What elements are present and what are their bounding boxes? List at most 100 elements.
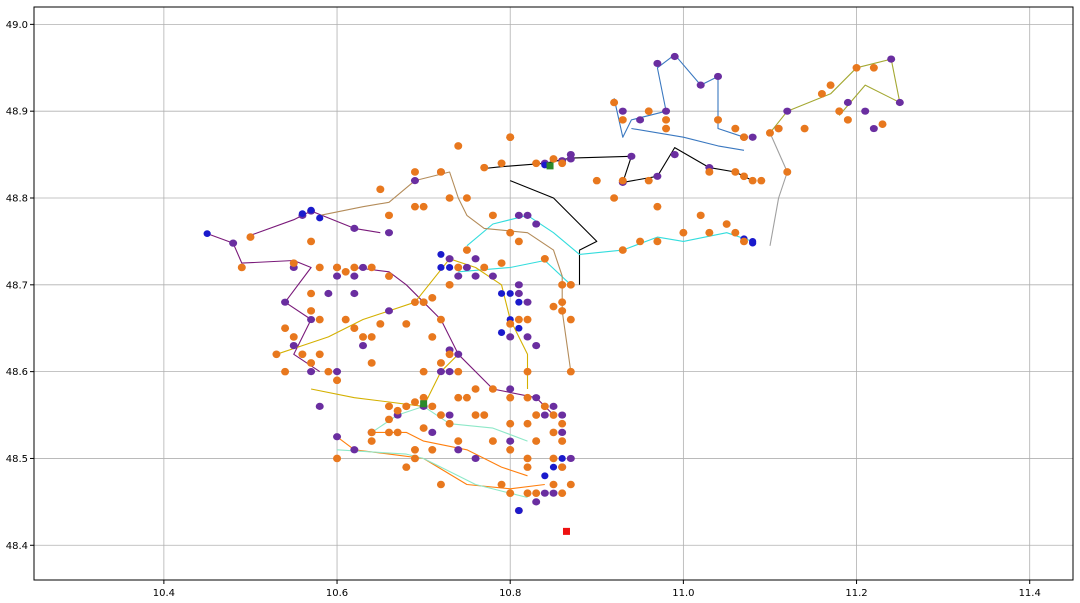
data-point-blue [515, 324, 523, 332]
data-point-orange [428, 333, 437, 341]
data-point-purple [229, 239, 238, 247]
data-point-orange [393, 428, 402, 437]
data-point-purple [445, 255, 454, 263]
data-point-orange [618, 246, 627, 254]
data-point-blue [203, 230, 211, 237]
data-point-blue [749, 238, 757, 245]
data-point-purple [636, 116, 645, 124]
data-point-orange [488, 437, 497, 445]
data-point-orange [307, 307, 316, 315]
data-point-orange [454, 263, 463, 272]
green-square-marker [546, 162, 554, 170]
data-point-orange [722, 220, 731, 228]
data-point-purple [558, 411, 567, 419]
green-square-marker [420, 400, 428, 408]
data-point-purple [445, 368, 454, 376]
data-point-orange [610, 194, 619, 202]
data-point-orange [592, 176, 601, 185]
data-point-orange [566, 480, 575, 489]
data-point-orange [532, 411, 541, 419]
data-point-orange [410, 202, 419, 211]
data-point-purple [471, 454, 480, 463]
data-point-orange [558, 489, 567, 497]
data-point-orange [376, 185, 385, 194]
data-point-orange [497, 480, 506, 489]
data-point-blue [506, 290, 514, 297]
data-point-orange [367, 333, 376, 341]
data-point-orange [445, 194, 454, 202]
data-point-blue [549, 463, 558, 471]
route-line [769, 58, 901, 134]
data-point-orange [367, 428, 376, 437]
data-point-orange [549, 454, 558, 463]
data-point-orange [765, 129, 774, 137]
route-line [631, 127, 745, 151]
route-line [207, 233, 321, 373]
route-line [484, 147, 753, 183]
data-point-purple [506, 437, 515, 445]
data-point-purple [532, 498, 541, 506]
x-tick-label: 11.0 [672, 588, 694, 599]
data-point-purple [523, 211, 532, 219]
data-point-orange [523, 315, 532, 324]
data-point-orange [384, 415, 393, 424]
data-point-orange [419, 298, 428, 306]
data-point-orange [454, 393, 463, 402]
y-tick-label: 48.7 [6, 280, 28, 291]
data-point-orange [428, 402, 437, 411]
route-line [250, 210, 381, 236]
data-point-orange [281, 367, 290, 376]
x-axis-ticks: 10.4 10.6 10.8 11.0 11.2 11.4 [153, 580, 1041, 599]
data-point-blue [437, 251, 445, 258]
data-point-purple [748, 133, 757, 141]
data-point-purple [384, 229, 393, 237]
data-point-orange [333, 263, 342, 272]
data-point-orange [436, 480, 445, 489]
data-point-purple [436, 368, 445, 376]
plot-frame [33, 6, 1074, 581]
data-point-orange [419, 393, 428, 402]
data-point-purple [523, 298, 532, 306]
data-point-orange [636, 237, 645, 246]
data-point-purple [861, 107, 870, 115]
data-point-purple [696, 81, 705, 89]
data-point-orange [488, 211, 497, 220]
data-point-orange [359, 333, 368, 341]
data-point-purple [670, 52, 679, 61]
data-point-orange [566, 315, 575, 324]
data-point-orange [506, 320, 515, 328]
data-point-orange [454, 437, 463, 445]
data-point-orange [523, 454, 532, 463]
data-point-orange [506, 419, 515, 428]
data-point-purple [532, 220, 541, 228]
data-point-blue [446, 264, 454, 271]
data-point-purple [350, 224, 359, 232]
data-point-orange [757, 176, 766, 185]
data-point-purple [454, 272, 463, 280]
data-point-orange [281, 324, 290, 333]
data-point-orange [419, 424, 428, 432]
data-point-purple [558, 428, 567, 437]
data-point-orange [471, 385, 480, 393]
data-point-purple [333, 368, 342, 376]
data-point-orange [410, 398, 419, 406]
data-point-orange [618, 176, 627, 185]
data-point-orange [549, 428, 558, 437]
data-point-orange [419, 202, 428, 211]
data-point-orange [462, 246, 471, 254]
data-point-blue [298, 210, 307, 218]
data-point-blue [497, 329, 506, 336]
data-point-orange [618, 116, 627, 124]
data-point-orange [445, 350, 454, 359]
data-point-orange [384, 402, 393, 411]
data-point-purple [506, 333, 515, 341]
data-point-orange [783, 168, 792, 176]
data-point-orange [497, 259, 506, 267]
data-point-purple [895, 98, 904, 107]
data-point-purple [783, 107, 792, 115]
data-point-purple [843, 98, 852, 107]
data-point-orange [307, 237, 316, 246]
data-point-orange [246, 233, 255, 241]
data-point-purple [307, 368, 316, 376]
